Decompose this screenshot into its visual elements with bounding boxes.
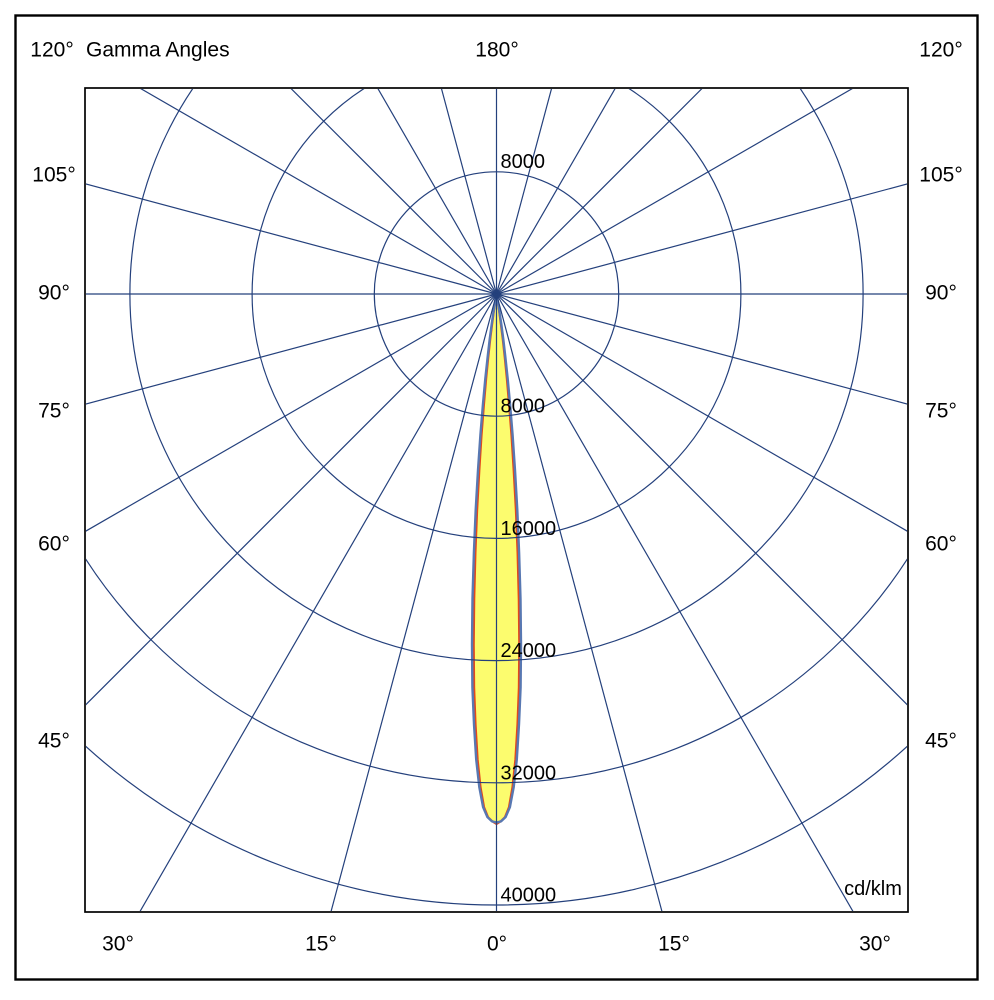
gamma-ray-45 (496, 293, 907, 706)
gamma-ray-15 (495, 293, 663, 911)
gamma-ray-60 (496, 293, 907, 532)
gamma-angle-label-right-45: 45° (925, 729, 957, 753)
chart-title: Gamma Angles (86, 38, 230, 62)
gamma-ray-75 (496, 293, 907, 405)
ring-label-40000: 40000 (501, 885, 557, 907)
gamma-angle-label-top-right-120: 120° (919, 38, 963, 62)
gamma-angle-label-bottom-right-15: 15° (658, 932, 690, 956)
gamma-ray-105 (496, 183, 907, 295)
gamma-angle-label-right-105: 105° (919, 163, 963, 187)
gamma-angle-label-left-75: 75° (38, 399, 70, 423)
outer-border (14, 14, 979, 981)
gamma-ray-120 (496, 89, 853, 295)
gamma-ray-210 (377, 89, 498, 295)
gamma-angle-label-right-75: 75° (925, 399, 957, 423)
ring-label-upper-8000: 8000 (501, 151, 546, 173)
gamma-ray-345 (330, 293, 498, 911)
gamma-angle-label-left-60: 60° (38, 532, 70, 556)
gamma-angle-label-top-left-120: 120° (30, 38, 74, 62)
gamma-angle-label-left-105: 105° (32, 163, 76, 187)
gamma-angle-label-bottom-left-15: 15° (305, 932, 337, 956)
gamma-ray-300 (86, 293, 497, 532)
gamma-ray-255 (86, 183, 497, 295)
ring-label-8000: 8000 (501, 396, 546, 418)
gamma-angle-label-top-180: 180° (475, 38, 519, 62)
gamma-ray-195 (440, 89, 498, 295)
unit-label: cd/klm (844, 878, 902, 900)
gamma-ray-30 (495, 293, 854, 911)
gamma-ray-150 (495, 89, 616, 295)
gamma-ray-135 (496, 89, 703, 295)
gamma-ray-165 (495, 89, 553, 295)
gamma-ray-330 (139, 293, 498, 911)
gamma-ray-315 (86, 293, 497, 706)
plot-box-border (84, 87, 909, 913)
ring-label-24000: 24000 (501, 640, 557, 662)
ring-label-32000: 32000 (501, 762, 557, 784)
ring-label-layer: 8000 8000 16000 24000 32000 40000 (501, 151, 557, 907)
gamma-angle-label-bottom-right-30: 30° (859, 932, 891, 956)
gamma-angle-label-right-60: 60° (925, 532, 957, 556)
ring-label-16000: 16000 (501, 518, 557, 540)
gamma-angle-label-bottom-0: 0° (486, 932, 508, 956)
gamma-angle-label-bottom-left-30: 30° (102, 932, 134, 956)
gamma-angle-label-left-45: 45° (38, 729, 70, 753)
gamma-angle-label-left-90: 90° (38, 281, 70, 305)
gamma-angle-label-right-90: 90° (925, 281, 957, 305)
gamma-ray-285 (86, 293, 497, 405)
gamma-ray-225 (290, 89, 497, 295)
gamma-ray-240 (140, 89, 497, 295)
